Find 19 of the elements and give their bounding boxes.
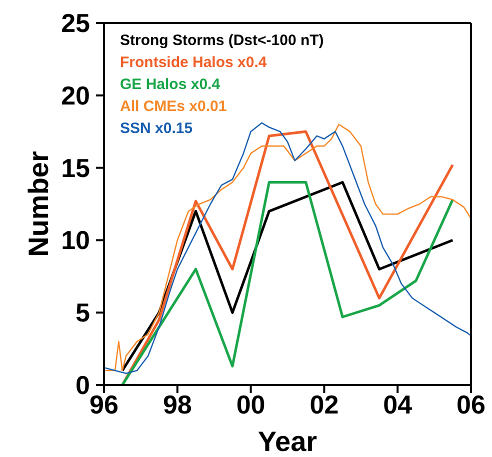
text: All CMEs x0.01 bbox=[120, 97, 228, 117]
x-tick-label: 00 bbox=[236, 389, 266, 420]
y-tick-label: 15 bbox=[61, 152, 90, 183]
x-axis-title: Year bbox=[258, 426, 318, 457]
x-tick-label: 98 bbox=[162, 389, 192, 420]
text: Strong Storms (Dst<-100 nT) bbox=[120, 31, 324, 51]
x-tick-label: 96 bbox=[90, 389, 118, 420]
y-axis-title: Number bbox=[22, 151, 54, 257]
text: GE Halos x0.4 bbox=[120, 75, 222, 95]
x-tick-label: 04 bbox=[383, 389, 413, 420]
x-tick-label: 06 bbox=[456, 389, 486, 420]
y-tick-label: 25 bbox=[61, 8, 90, 38]
text: SSN x0.15 bbox=[120, 119, 194, 139]
y-tick-label: 5 bbox=[76, 298, 90, 328]
y-tick-label: 10 bbox=[61, 225, 90, 256]
y-tick-label: 20 bbox=[61, 80, 90, 110]
text: Frontside Halos x0.4 bbox=[120, 53, 268, 73]
x-tick-label: 02 bbox=[310, 389, 339, 420]
y-tick-label: 0 bbox=[76, 370, 90, 400]
